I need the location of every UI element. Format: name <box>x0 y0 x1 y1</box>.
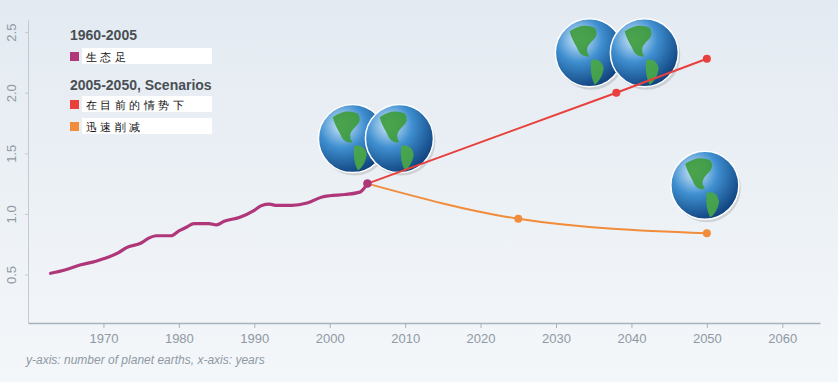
legend-title: 1960-2005 <box>70 27 137 43</box>
x-tick-mark <box>179 323 180 328</box>
x-axis: 1970 1980 1990 2000 2010 2020 2030 2040 2050 2060 <box>29 323 821 346</box>
x-tick-label: 2030 <box>542 331 571 346</box>
globe-icon <box>365 105 435 176</box>
y-tick: 1.0 <box>4 205 28 223</box>
globe-icon <box>610 19 680 90</box>
y-tick-mark <box>25 93 28 94</box>
x-tick: 2050 <box>693 323 722 346</box>
x-tick-mark <box>330 323 331 328</box>
x-tick: 1990 <box>240 323 269 346</box>
x-tick-mark <box>782 323 783 328</box>
legend-title: 2005-2050, Scenarios <box>70 77 212 93</box>
legend-swatch <box>70 52 79 61</box>
legend-label-box <box>82 48 212 64</box>
series-marker <box>703 229 711 237</box>
x-tick: 1980 <box>165 323 194 346</box>
x-tick: 2040 <box>617 323 646 346</box>
y-tick-label: 2.5 <box>4 24 19 42</box>
series-line <box>367 59 706 184</box>
x-tick: 2060 <box>768 323 797 346</box>
y-tick: 1.5 <box>4 145 28 163</box>
y-tick-label: 0.5 <box>4 266 19 284</box>
x-tick-label: 2060 <box>768 331 797 346</box>
series-line <box>51 184 368 274</box>
x-tick: 2010 <box>391 323 420 346</box>
series-marker <box>703 55 711 63</box>
x-tick-label: 2000 <box>316 331 345 346</box>
y-tick-mark <box>25 153 28 154</box>
legend-label-box <box>82 118 212 134</box>
globes <box>318 19 740 223</box>
y-axis-line <box>28 21 29 324</box>
x-tick-label: 1990 <box>240 331 269 346</box>
y-tick: 2.5 <box>4 24 28 42</box>
y-axis: 0.5 1.0 1.5 2.0 2.5 <box>4 21 29 324</box>
x-tick-label: 1970 <box>89 331 118 346</box>
x-tick: 1970 <box>89 323 118 346</box>
y-tick-label: 2.0 <box>4 84 19 102</box>
x-tick-mark <box>707 323 708 328</box>
legend-label: 迅 速 削 减 <box>86 121 141 134</box>
x-tick: 2020 <box>467 323 496 346</box>
x-tick-label: 2020 <box>467 331 496 346</box>
x-tick-mark <box>556 323 557 328</box>
x-tick-mark <box>631 323 632 328</box>
legend-label: 生 态 足 <box>86 51 126 64</box>
plot-area <box>51 55 711 274</box>
x-tick-mark <box>405 323 406 328</box>
y-tick-mark <box>25 214 28 215</box>
x-tick: 2000 <box>316 323 345 346</box>
caption: y-axis: number of planet earths, x-axis:… <box>25 353 265 367</box>
chart: 1970 1980 1990 2000 2010 2020 2030 2040 2050 2060… <box>0 0 838 382</box>
x-axis-line <box>29 323 821 325</box>
y-tick-mark <box>25 275 28 276</box>
legend-swatch <box>70 100 79 109</box>
legend-label: 在 目 前 的 情 势 下 <box>86 99 184 112</box>
background <box>0 0 838 382</box>
x-tick-label: 1980 <box>165 331 194 346</box>
y-tick: 2.0 <box>4 84 28 102</box>
x-tick-label: 2040 <box>617 331 646 346</box>
legend-swatch <box>70 122 79 131</box>
x-tick: 2030 <box>542 323 571 346</box>
y-tick-mark <box>25 32 28 33</box>
legend: 1960-2005 生 态 足 2005-2050, Scenarios 在 目 前 … <box>70 27 212 134</box>
y-tick-label: 1.0 <box>4 205 19 223</box>
series-line <box>367 184 706 234</box>
series-marker <box>612 89 620 97</box>
globe-icon <box>671 151 741 222</box>
x-tick-mark <box>481 323 482 328</box>
series-marker <box>363 180 371 188</box>
x-tick-label: 2010 <box>391 331 420 346</box>
series-marker <box>514 215 522 223</box>
x-tick-mark <box>103 323 104 328</box>
y-tick: 0.5 <box>4 266 28 284</box>
series-marker <box>363 180 371 188</box>
legend-label-box <box>82 96 212 112</box>
x-tick-label: 2050 <box>693 331 722 346</box>
y-tick-label: 1.5 <box>4 145 19 163</box>
x-tick-mark <box>254 323 255 328</box>
